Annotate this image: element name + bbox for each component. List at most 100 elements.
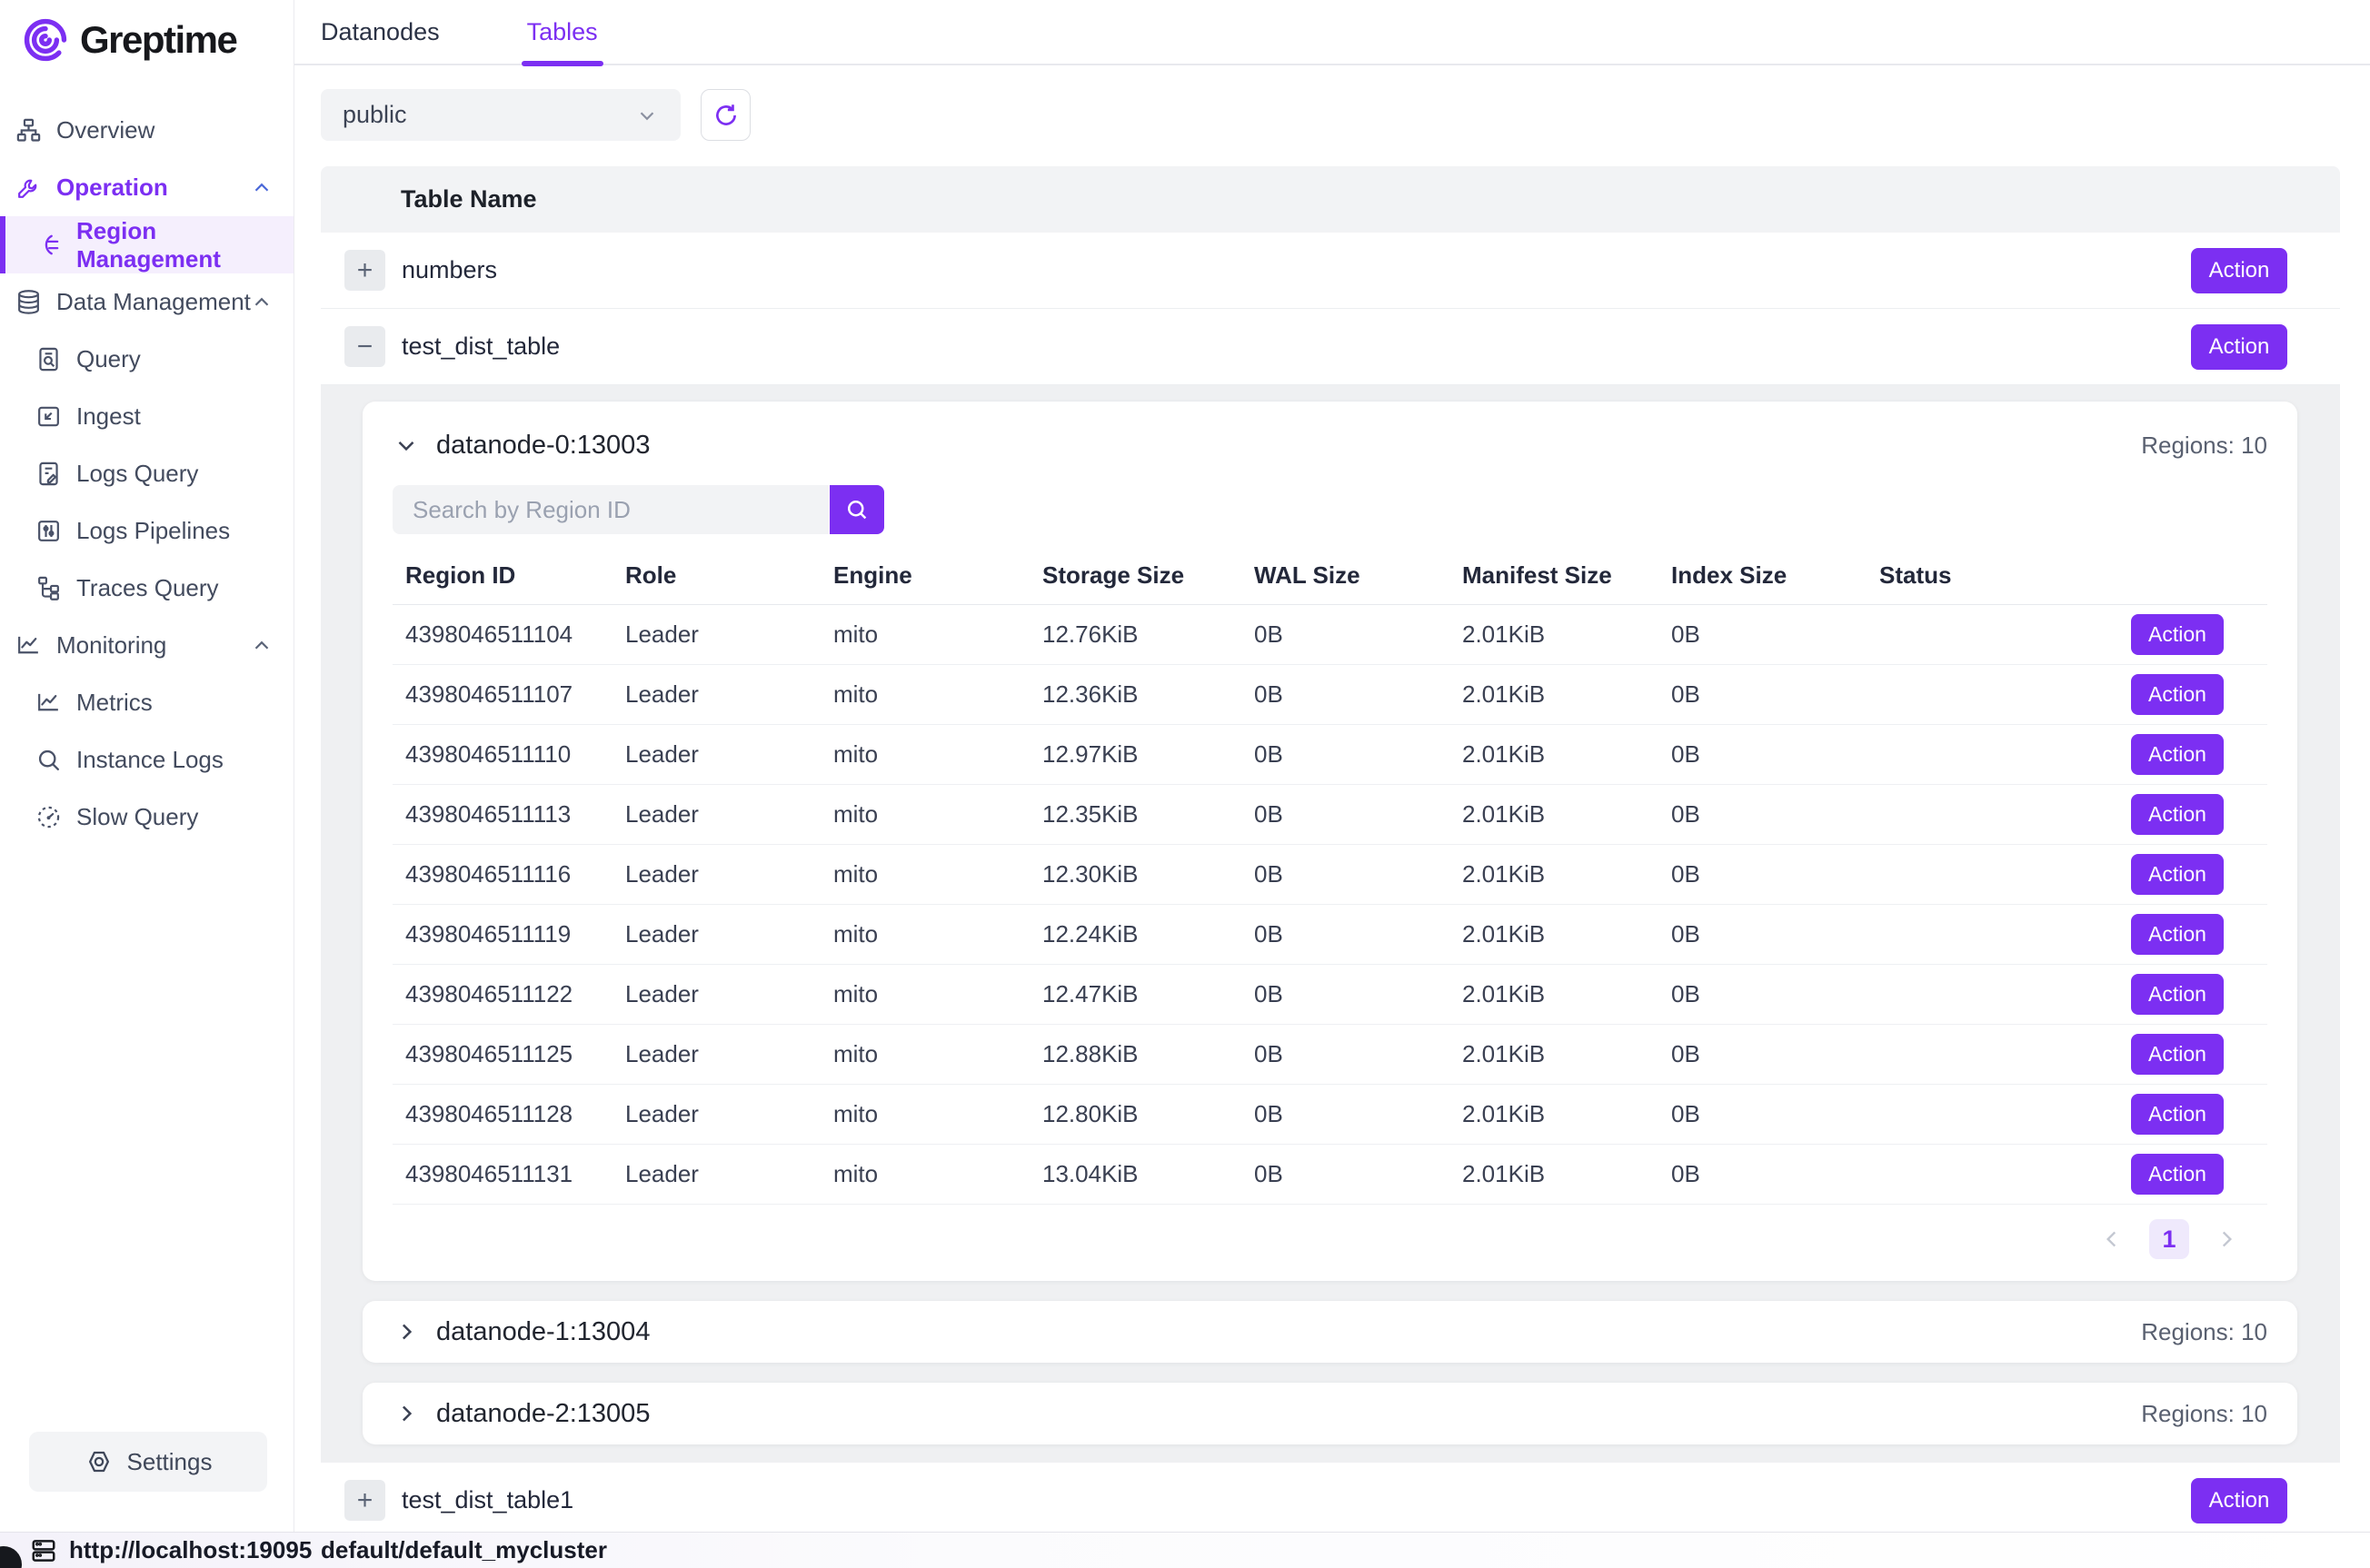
brand-name: Greptime [80,18,238,61]
region-column-header: Index Size [1671,561,1787,589]
region-cell: mito [833,740,879,768]
table-action-button[interactable]: Action [2191,323,2287,370]
logs-query-icon [35,460,63,488]
region-cell: 4398046511131 [405,1160,573,1187]
region-action-button[interactable]: Action [2131,674,2224,715]
refresh-button[interactable] [701,89,751,141]
chevron-up-icon [250,634,274,658]
datanode-1-header[interactable]: datanode-1:13004 Regions: 10 [393,1308,2267,1355]
datanode-title: datanode-2:13005 [436,1398,651,1428]
tab-datanodes[interactable]: Datanodes [321,17,440,45]
settings-icon [85,1447,114,1476]
page-1-button[interactable]: 1 [2149,1219,2189,1259]
sidebar-item-ingest[interactable]: Ingest [0,388,294,445]
region-cell: 0B [1254,620,1283,648]
main-area: Greptime Overview Operation Region Managem… [0,0,2370,1532]
region-action-button[interactable]: Action [2131,854,2224,895]
sidebar-item-logs-pipelines[interactable]: Logs Pipelines [0,502,294,560]
sidebar-item-region-management[interactable]: Region Management [0,216,294,273]
prev-page-button[interactable] [2100,1227,2124,1251]
sidebar-item-label: Region Management [76,216,221,273]
region-column-header: Manifest Size [1462,561,1612,589]
datanode-2-header[interactable]: datanode-2:13005 Regions: 10 [393,1390,2267,1437]
region-table-body: 4398046511104 Leader mito 12.76KiB 0B 2.01KiB… [393,605,2267,1205]
region-action-button[interactable]: Action [2131,1094,2224,1135]
datanode-card-1[interactable]: datanode-1:13004 Regions: 10 [363,1301,2297,1363]
collapse-button[interactable]: − [344,326,385,367]
table-action-button[interactable]: Action [2191,247,2287,293]
region-column-header: Status [1879,561,1952,589]
region-action-button[interactable]: Action [2131,614,2224,655]
region-cell: 0B [1254,860,1283,888]
schema-select[interactable]: public [321,89,681,141]
datanode-0-header[interactable]: datanode-0:13003 Regions: 10 [393,422,2267,469]
region-cell: Leader [625,920,699,948]
region-cell: 4398046511128 [405,1100,573,1127]
region-action-button[interactable]: Action [2131,914,2224,955]
sidebar-item-slow-query[interactable]: Slow Query [0,789,294,846]
sidebar-item-overview[interactable]: Overview [0,102,294,159]
region-cell: mito [833,920,879,948]
instance-logs-icon [35,746,63,774]
region-cell: 2.01KiB [1462,1160,1546,1187]
region-action-button[interactable]: Action [2131,734,2224,775]
settings-button[interactable]: Settings [29,1432,267,1492]
region-cell: 0B [1671,920,1700,948]
expand-button[interactable]: + [344,250,385,291]
sidebar-item-query[interactable]: Query [0,331,294,388]
region-cell: Leader [625,860,699,888]
region-action-button[interactable]: Action [2131,1034,2224,1075]
server-url-chip[interactable]: http://localhost:19095 [0,1536,312,1564]
sidebar-item-data-management[interactable]: Data Management [0,273,294,331]
region-cell: mito [833,980,879,1007]
sidebar-item-label: Slow Query [76,803,199,830]
region-cell: 12.24KiB [1042,920,1139,948]
sidebar-item-operation[interactable]: Operation [0,159,294,216]
region-cell: Leader [625,620,699,648]
sidebar-item-traces-query[interactable]: Traces Query [0,560,294,617]
region-cell: 2.01KiB [1462,620,1546,648]
sidebar-item-metrics[interactable]: Metrics [0,674,294,731]
region-table-row: 4398046511113 Leader mito 12.35KiB 0B 2.01KiB… [393,785,2267,845]
sidebar-item-label: Data Management [56,288,251,315]
region-search-input[interactable] [393,485,829,534]
region-search-row [393,485,2267,534]
sidebar-item-label: Ingest [76,402,141,430]
sidebar-item-instance-logs[interactable]: Instance Logs [0,731,294,789]
region-table-row: 4398046511119 Leader mito 12.24KiB 0B 2.01KiB… [393,905,2267,965]
region-cell: 0B [1254,980,1283,1007]
next-page-button[interactable] [2215,1227,2238,1251]
regions-count: Regions: 10 [2141,431,2267,459]
ingest-icon [35,402,63,431]
table-action-button[interactable]: Action [2191,1477,2287,1523]
sidebar-item-logs-query[interactable]: Logs Query [0,445,294,502]
region-cell: Leader [625,1100,699,1127]
search-button[interactable] [830,485,884,534]
region-action-button[interactable]: Action [2131,974,2224,1015]
region-cell: mito [833,1040,879,1067]
region-cell: 2.01KiB [1462,680,1546,708]
sidebar-nav: Overview Operation Region Management Data M… [0,102,294,846]
region-table-row: 4398046511104 Leader mito 12.76KiB 0B 2.01KiB… [393,605,2267,665]
tab-tables[interactable]: Tables [521,0,603,66]
datanode-card-2[interactable]: datanode-2:13005 Regions: 10 [363,1383,2297,1444]
region-cell: mito [833,800,879,828]
region-action-button[interactable]: Action [2131,1154,2224,1195]
region-cell: mito [833,620,879,648]
region-cell: 4398046511116 [405,860,572,888]
sidebar-item-monitoring[interactable]: Monitoring [0,617,294,674]
region-cell: Leader [625,1160,699,1187]
monitoring-icon [15,631,43,660]
region-cell: 12.80KiB [1042,1100,1139,1127]
regions-count: Regions: 10 [2141,1317,2267,1345]
database-icon [15,288,43,316]
sidebar-item-label: Overview [56,116,155,144]
region-cell: 2.01KiB [1462,1100,1546,1127]
expand-button[interactable]: + [344,1480,385,1521]
region-action-button[interactable]: Action [2131,794,2224,835]
sidebar-item-label: Query [76,345,141,372]
region-column-header: WAL Size [1254,561,1360,589]
cluster-name: default/default_mycluster [321,1536,607,1563]
tables-list-header: Table Name [321,166,2340,233]
table-name: test_dist_table1 [402,1486,574,1513]
